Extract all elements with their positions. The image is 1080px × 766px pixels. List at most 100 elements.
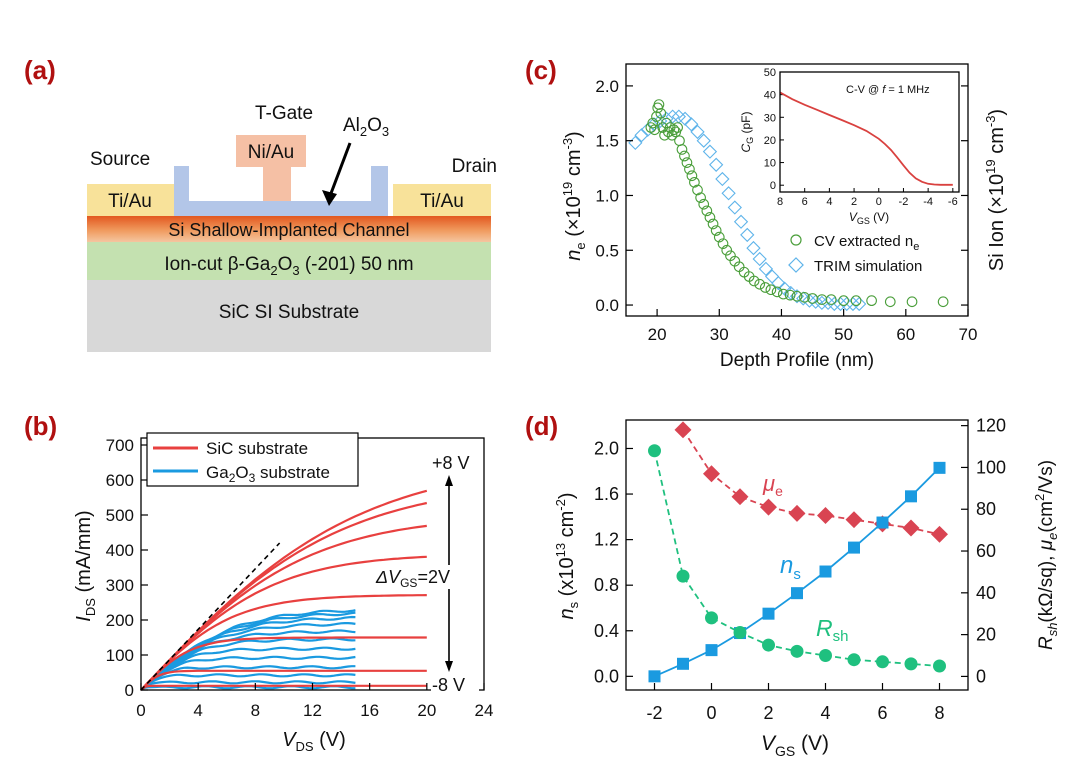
panel-c-plot bbox=[628, 99, 949, 312]
rsh-point bbox=[762, 638, 775, 652]
cv-point bbox=[799, 292, 810, 303]
panel-d-xtick-label: 0 bbox=[706, 703, 716, 723]
implanted-channel-layer bbox=[87, 216, 491, 242]
cv-point bbox=[684, 163, 695, 175]
trim-point bbox=[696, 133, 711, 148]
panel-c-ytick-label: 0.0 bbox=[595, 296, 619, 315]
cv-point bbox=[679, 150, 690, 162]
panel-d-ticks: -2 0 2 4 6 8 0.0 0.4 0.8 1.2 1.6 2.0 0 20 40 60 80 100 120 bbox=[594, 416, 1006, 723]
trim-point bbox=[758, 261, 774, 277]
gate-step-arrow-down bbox=[445, 661, 453, 672]
panel-d-ytick-right-label: 60 bbox=[976, 541, 996, 561]
legend-cv-label: CV extracted ne bbox=[814, 233, 919, 253]
drain-contact bbox=[393, 184, 491, 216]
linear-region-guide bbox=[140, 542, 281, 691]
rsh-point bbox=[676, 569, 690, 583]
mu-e-label: μe bbox=[762, 471, 783, 499]
tgate-label: T-Gate bbox=[255, 103, 313, 124]
rsh-point bbox=[933, 659, 946, 673]
al2o3-layer bbox=[174, 166, 388, 216]
trim-point bbox=[727, 200, 742, 215]
panel-d-label: (d) bbox=[525, 411, 558, 441]
cv-point bbox=[937, 296, 949, 308]
panel-c-ylabel-left: ne (×1019 cm-3) bbox=[560, 131, 588, 260]
panel-b: (b) 0 4 8 12 16 20 24 0 100 200 300 400 500 600 700 Si… bbox=[24, 411, 493, 754]
inset-xtick-label: 0 bbox=[876, 196, 882, 208]
panel-b-xtick-label: 20 bbox=[417, 701, 436, 720]
panel-d-xtick-label: 6 bbox=[877, 703, 887, 723]
panel-d-ytick-right-label: 120 bbox=[976, 416, 1006, 436]
trim-point bbox=[671, 109, 686, 124]
cv-point bbox=[674, 135, 685, 147]
annotation-top-label: +8 V bbox=[432, 453, 470, 473]
ns-point bbox=[905, 490, 917, 503]
drain-tiau-label: Ti/Au bbox=[420, 191, 464, 212]
panel-d-frame bbox=[625, 419, 969, 691]
rsh-point bbox=[705, 611, 718, 625]
al2o3-label: Al2O3 bbox=[343, 115, 389, 139]
trim-point bbox=[820, 295, 836, 310]
cv-point bbox=[686, 170, 698, 182]
sic-substrate-layer bbox=[87, 280, 491, 352]
panel-c-label: (c) bbox=[525, 55, 557, 85]
panel-c-ylabel-right: Si Ion (×1019 cm-3) bbox=[983, 109, 1008, 271]
cv-point bbox=[707, 218, 719, 230]
cv-point bbox=[676, 144, 688, 155]
trim-point bbox=[764, 269, 780, 284]
source-contact bbox=[87, 184, 174, 216]
panel-c-ytick-label: 0.5 bbox=[595, 241, 619, 260]
mu-e-point bbox=[760, 498, 777, 516]
inset-ytick-label: 20 bbox=[764, 135, 776, 147]
panel-d-ytick-left-label: 0.8 bbox=[594, 575, 619, 595]
panel-b-ytick-label: 500 bbox=[106, 506, 134, 525]
ga2o3-iv-curve bbox=[140, 637, 356, 691]
panel-b-ytick-label: 600 bbox=[106, 471, 134, 490]
rsh-point bbox=[876, 655, 889, 669]
cv-point bbox=[701, 205, 713, 217]
inset-xlabel: VGS (V) bbox=[849, 210, 889, 226]
mu-e-point bbox=[703, 465, 720, 483]
ns-label: ns bbox=[780, 552, 801, 583]
trim-point bbox=[733, 214, 749, 229]
cv-point bbox=[791, 290, 803, 302]
panel-c: (c) 20 30 40 50 60 700.00.51.01.52.0 Depth Pr… bbox=[525, 55, 1008, 371]
inset-ytick-label: 40 bbox=[764, 90, 776, 102]
rsh-point bbox=[904, 657, 918, 671]
panel-c-xtick-label: 20 bbox=[648, 325, 667, 344]
panel-d-ylabel-right: Rsh(kΩ/sq), μe(cm2/Vs) bbox=[1032, 460, 1060, 650]
panel-b-label: (b) bbox=[24, 411, 57, 441]
inset-xtick-label: 4 bbox=[826, 196, 832, 208]
cv-point bbox=[672, 122, 683, 133]
ga2o3-iv-curve bbox=[140, 655, 356, 691]
trim-point bbox=[715, 171, 730, 187]
mu-e-point bbox=[845, 511, 863, 529]
gate-step-arrow-up bbox=[445, 475, 453, 486]
ns-point bbox=[791, 587, 803, 600]
trim-point bbox=[808, 294, 823, 309]
inset-cv-curve bbox=[779, 91, 953, 186]
delta-vgs-bg bbox=[374, 565, 458, 589]
delta-vgs-label: ΔVGS=2V bbox=[375, 567, 450, 590]
panel-b-ytick-label: 700 bbox=[106, 436, 134, 455]
al2o3-arrow bbox=[328, 142, 352, 197]
cv-point bbox=[649, 124, 660, 136]
sic-iv-curve bbox=[140, 684, 427, 691]
inset-xtick-label: 8 bbox=[777, 196, 783, 208]
panel-d-ytick-right-label: 0 bbox=[976, 666, 986, 686]
ga2o3-iv-curve bbox=[140, 680, 356, 691]
legend-cv-marker bbox=[790, 234, 802, 246]
panel-c-xlabel: Depth Profile (nm) bbox=[720, 350, 874, 371]
gate-stem bbox=[263, 166, 291, 201]
legend-trim-label: TRIM simulation bbox=[814, 258, 922, 275]
panel-b-ytick-label: 100 bbox=[106, 646, 134, 665]
panel-c-xtick-label: 30 bbox=[710, 325, 729, 344]
cv-point bbox=[710, 225, 722, 236]
sic-iv-curve bbox=[140, 524, 427, 691]
sic-iv-curve bbox=[140, 594, 427, 691]
inset-xtick-label: -4 bbox=[923, 196, 933, 208]
mu-e-point bbox=[902, 519, 920, 537]
trim-point bbox=[634, 128, 649, 143]
annotation-top-bg bbox=[431, 451, 479, 473]
rsh-point bbox=[648, 444, 661, 458]
cv-point bbox=[653, 99, 665, 110]
